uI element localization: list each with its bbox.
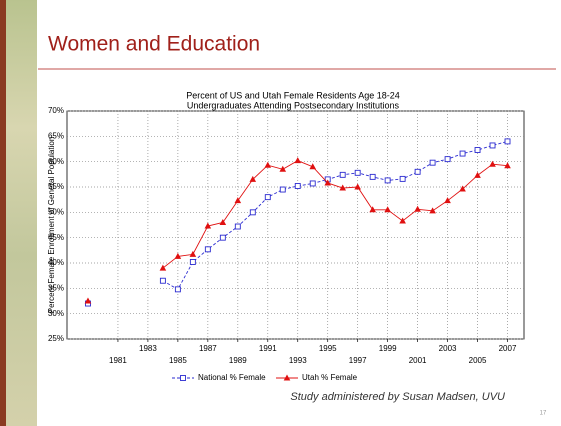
marker xyxy=(309,163,317,170)
marker xyxy=(174,252,182,259)
marker xyxy=(474,147,481,153)
map-strip xyxy=(0,0,37,426)
x-tick-label: 1991 xyxy=(259,344,277,353)
x-tick-label: 2003 xyxy=(439,344,457,353)
marker xyxy=(234,223,241,230)
chart-title: Percent of US and Utah Female Residents … xyxy=(186,90,400,100)
x-tick-label: 1985 xyxy=(169,356,187,365)
y-tick-label: 40% xyxy=(48,258,64,267)
x-tick-label: 2005 xyxy=(469,356,487,365)
edge-band xyxy=(0,0,6,426)
y-tick-label: 25% xyxy=(48,334,64,343)
marker xyxy=(414,205,421,212)
footnote: Study administered by Susan Madsen, UVU xyxy=(290,391,505,403)
marker xyxy=(84,297,92,304)
marker xyxy=(354,169,361,176)
x-tick-label: 1987 xyxy=(199,344,217,353)
x-tick-label: 2007 xyxy=(499,344,517,353)
marker xyxy=(399,217,406,224)
marker xyxy=(294,157,302,164)
marker xyxy=(459,150,466,157)
marker xyxy=(384,206,391,213)
marker xyxy=(294,183,301,189)
marker xyxy=(444,197,451,204)
marker xyxy=(339,184,346,191)
page-number: 17 xyxy=(540,411,547,417)
marker xyxy=(234,197,242,204)
x-tick-label: 1989 xyxy=(229,356,247,365)
x-tick-label: 1993 xyxy=(289,356,307,365)
marker xyxy=(159,264,167,271)
y-tick-label: 60% xyxy=(48,157,64,166)
marker xyxy=(219,234,226,241)
x-tick-label: 1999 xyxy=(379,344,397,353)
marker xyxy=(283,374,291,381)
marker xyxy=(429,207,436,214)
y-tick-label: 70% xyxy=(48,106,64,115)
y-tick-label: 35% xyxy=(48,283,64,292)
marker xyxy=(399,175,406,182)
marker xyxy=(249,175,257,182)
y-axis-label: Percent Female Enrollment of General Pop… xyxy=(47,137,56,314)
marker xyxy=(189,250,197,257)
chart-subtitle: Undergraduates Attending Postsecondary I… xyxy=(187,100,400,110)
legend-label: Utah % Female xyxy=(302,373,358,382)
plot-area xyxy=(66,110,525,340)
x-tick-label: 1995 xyxy=(319,344,337,353)
marker xyxy=(369,173,376,180)
x-tick-label: 1983 xyxy=(139,344,157,353)
marker xyxy=(489,160,496,167)
x-tick-label: 2001 xyxy=(409,356,427,365)
legend-label: National % Female xyxy=(198,373,266,382)
marker xyxy=(369,206,376,213)
marker xyxy=(474,171,481,178)
marker xyxy=(504,162,511,169)
marker xyxy=(264,161,272,168)
marker xyxy=(279,165,287,172)
marker xyxy=(219,218,227,225)
marker xyxy=(180,375,186,381)
x-tick-label: 1981 xyxy=(109,356,127,365)
marker xyxy=(414,168,421,175)
y-tick-label: 30% xyxy=(48,309,64,318)
y-tick-label: 55% xyxy=(48,182,64,191)
y-tick-label: 45% xyxy=(48,233,64,242)
marker xyxy=(429,159,436,166)
y-tick-label: 50% xyxy=(48,207,64,216)
x-tick-label: 1997 xyxy=(349,356,367,365)
marker xyxy=(489,142,496,149)
marker xyxy=(204,222,212,229)
series-line xyxy=(162,160,508,269)
marker xyxy=(339,171,346,178)
marker xyxy=(504,138,511,145)
marker xyxy=(159,277,166,284)
marker xyxy=(459,185,466,192)
marker xyxy=(354,183,361,190)
marker xyxy=(264,194,271,201)
marker xyxy=(174,286,181,293)
marker xyxy=(249,209,256,216)
marker xyxy=(309,180,316,187)
slide-title: Women and Education xyxy=(48,33,260,56)
marker xyxy=(189,259,196,265)
marker xyxy=(444,156,451,163)
marker xyxy=(279,186,286,193)
marker xyxy=(204,246,211,253)
marker xyxy=(384,177,391,184)
y-tick-label: 65% xyxy=(48,131,64,140)
marker xyxy=(324,179,332,186)
